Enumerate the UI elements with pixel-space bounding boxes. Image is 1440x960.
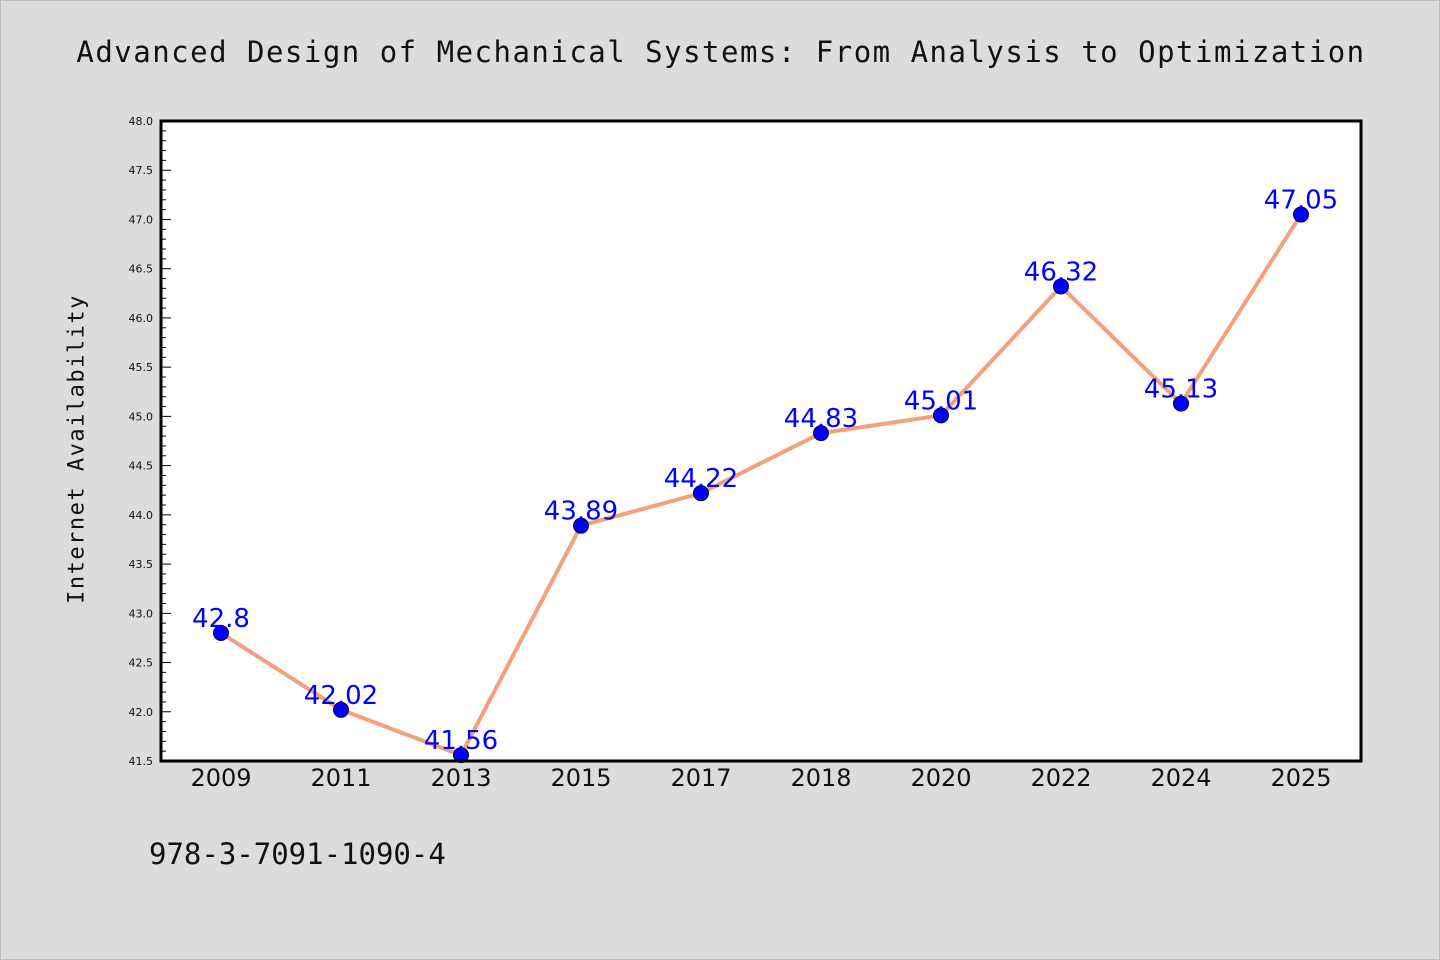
isbn-footnote: 978-3-7091-1090-4 [149,837,446,871]
y-tick-label: 43.5 [129,558,154,571]
x-axis: 2009 2011 2013 2015 2017 2018 2020 2022 2024 2025 [190,764,1331,792]
data-label: 46.32 [1024,257,1098,287]
data-point [453,747,469,764]
x-tick-label: 2013 [430,764,491,792]
x-tick-label: 2017 [670,764,731,792]
data-label: 44.22 [664,464,738,494]
y-tick-label: 47.5 [129,164,154,177]
plot-frame [159,119,1363,763]
x-tick-label: 2018 [790,764,851,792]
data-point [213,625,229,641]
x-tick-label: 2015 [550,764,611,792]
data-point [1173,395,1189,412]
data-point [813,425,829,442]
y-tick-label: 46.0 [129,312,154,325]
x-tick-label: 2020 [910,764,971,792]
y-tick-label: 44.5 [129,460,154,473]
x-tick-label: 2025 [1270,764,1331,792]
x-tick-label: 2011 [310,764,371,792]
data-labels: 42.8 42.02 41.56 43.89 44.22 44.83 45.01 46.32 4… [192,186,1338,757]
data-point [693,485,709,502]
markers [213,206,1309,764]
data-point [573,517,589,534]
y-tick-label: 41.5 [129,755,154,768]
data-label: 45.01 [904,386,978,416]
y-tick-label: 45.0 [129,410,154,423]
data-label: 43.89 [544,497,618,527]
y-axis: 41.5 42.0 42.5 43.0 43.5 44.0 44.5 45.0 45.5 46.0… [129,115,171,768]
y-tick-label: 43.0 [129,607,154,620]
data-label: 45.13 [1144,375,1218,405]
y-tick-label: 48.0 [129,115,154,128]
data-label: 42.8 [192,604,250,634]
y-tick-label: 46.5 [129,263,154,276]
y-tick-label: 45.5 [129,361,154,374]
x-tick-label: 2022 [1030,764,1091,792]
data-point [933,407,949,424]
y-tick-label: 44.0 [129,509,154,522]
series-line [219,212,1303,758]
y-tick-label: 42.0 [129,706,154,719]
chart-title: Advanced Design of Mechanical Systems: F… [76,35,1366,69]
data-label: 41.56 [424,726,498,756]
x-tick-label: 2009 [190,764,251,792]
data-point [1293,206,1309,223]
data-point [1053,278,1069,295]
x-tick-label: 2024 [1150,764,1211,792]
y-tick-label: 42.5 [129,657,154,670]
data-point [333,701,349,718]
y-tick-label: 47.0 [129,213,154,226]
data-label: 47.05 [1264,186,1338,216]
plot-area [161,121,1361,761]
data-label: 42.02 [304,681,378,711]
data-label: 44.83 [784,404,858,434]
